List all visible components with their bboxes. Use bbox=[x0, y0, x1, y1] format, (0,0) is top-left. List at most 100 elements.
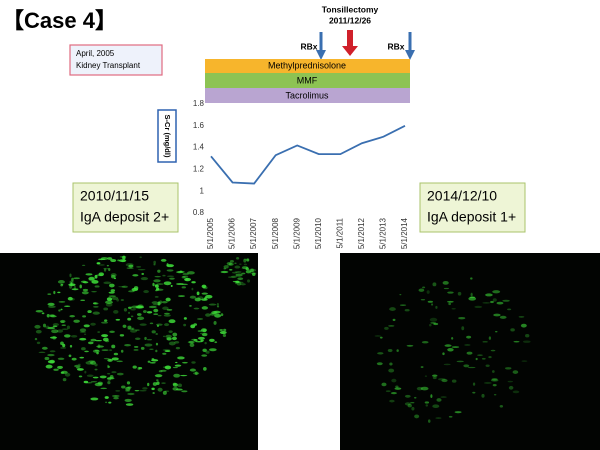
speck bbox=[201, 298, 208, 301]
speck bbox=[172, 332, 178, 337]
speck bbox=[137, 304, 144, 308]
speck bbox=[116, 360, 123, 363]
speck bbox=[70, 335, 78, 338]
speck bbox=[169, 277, 175, 280]
speck bbox=[241, 265, 249, 270]
speck bbox=[168, 319, 176, 324]
speck bbox=[219, 329, 224, 331]
speck bbox=[374, 335, 381, 337]
speck bbox=[457, 291, 462, 296]
speck bbox=[52, 325, 58, 328]
speck bbox=[119, 334, 125, 337]
speck bbox=[105, 300, 113, 305]
speck bbox=[389, 362, 393, 366]
speck bbox=[377, 352, 384, 355]
speck bbox=[147, 360, 151, 363]
speck bbox=[421, 341, 429, 344]
speck bbox=[211, 311, 218, 315]
speck bbox=[113, 396, 119, 400]
speck bbox=[109, 349, 113, 352]
speck bbox=[384, 326, 389, 330]
speck bbox=[442, 280, 449, 285]
speck bbox=[53, 290, 56, 295]
speck bbox=[389, 399, 395, 403]
speck bbox=[428, 419, 431, 423]
speck bbox=[193, 323, 198, 326]
speck bbox=[61, 324, 66, 327]
speck bbox=[174, 364, 182, 367]
speck bbox=[94, 363, 98, 367]
transplant-text: Kidney Transplant bbox=[76, 61, 141, 70]
speck bbox=[205, 294, 213, 299]
speck bbox=[470, 293, 473, 296]
speck bbox=[437, 377, 446, 381]
speck bbox=[142, 387, 148, 390]
speck bbox=[75, 366, 80, 369]
speck bbox=[179, 374, 188, 377]
speck bbox=[105, 303, 113, 307]
speck bbox=[494, 331, 498, 333]
speck bbox=[135, 329, 140, 331]
speck bbox=[160, 369, 167, 372]
speck bbox=[485, 293, 493, 297]
speck bbox=[236, 281, 242, 286]
speck bbox=[425, 404, 429, 407]
speck bbox=[197, 296, 204, 300]
speck bbox=[42, 323, 47, 328]
speck bbox=[381, 382, 387, 387]
speck bbox=[183, 323, 187, 327]
y-tick-label: 0.8 bbox=[193, 208, 205, 217]
speck bbox=[110, 274, 116, 279]
speck bbox=[410, 402, 415, 404]
speck bbox=[94, 285, 100, 288]
speck bbox=[466, 335, 472, 339]
speck bbox=[103, 357, 110, 360]
speck bbox=[57, 291, 61, 294]
speck bbox=[144, 343, 153, 347]
speck bbox=[189, 304, 192, 307]
speck bbox=[441, 378, 448, 383]
drug-label: MMF bbox=[297, 75, 318, 85]
speck bbox=[435, 417, 442, 419]
speck bbox=[127, 325, 132, 329]
speck bbox=[44, 356, 50, 361]
speck bbox=[147, 382, 150, 387]
speck bbox=[131, 305, 139, 309]
line bbox=[210, 124, 406, 185]
speck bbox=[60, 308, 63, 311]
speck bbox=[90, 322, 96, 326]
speck bbox=[155, 342, 159, 346]
speck bbox=[153, 313, 159, 315]
speck bbox=[201, 333, 208, 337]
speck bbox=[99, 375, 107, 379]
speck bbox=[496, 301, 504, 305]
speck bbox=[130, 315, 134, 318]
speck bbox=[109, 283, 115, 288]
speck bbox=[470, 292, 473, 297]
speck bbox=[115, 390, 121, 392]
speck bbox=[151, 330, 156, 334]
speck bbox=[209, 348, 217, 352]
speck bbox=[164, 323, 170, 327]
speck bbox=[235, 273, 243, 277]
speck bbox=[426, 290, 430, 294]
speck bbox=[126, 267, 134, 269]
y-tick-label: 1 bbox=[200, 186, 205, 195]
speck bbox=[83, 380, 89, 384]
speck bbox=[432, 282, 437, 287]
speck bbox=[504, 367, 512, 370]
speck bbox=[245, 267, 250, 271]
speck bbox=[91, 290, 97, 293]
drug-bar bbox=[205, 88, 410, 103]
speck bbox=[392, 318, 396, 322]
speck bbox=[212, 310, 220, 315]
speck bbox=[78, 375, 83, 378]
speck bbox=[201, 354, 208, 357]
speck bbox=[47, 293, 52, 295]
speck bbox=[388, 368, 395, 373]
speck bbox=[96, 262, 101, 265]
speck bbox=[162, 352, 167, 355]
rbx-label: RBx bbox=[387, 41, 404, 51]
speck bbox=[111, 395, 120, 397]
speck bbox=[47, 353, 55, 357]
